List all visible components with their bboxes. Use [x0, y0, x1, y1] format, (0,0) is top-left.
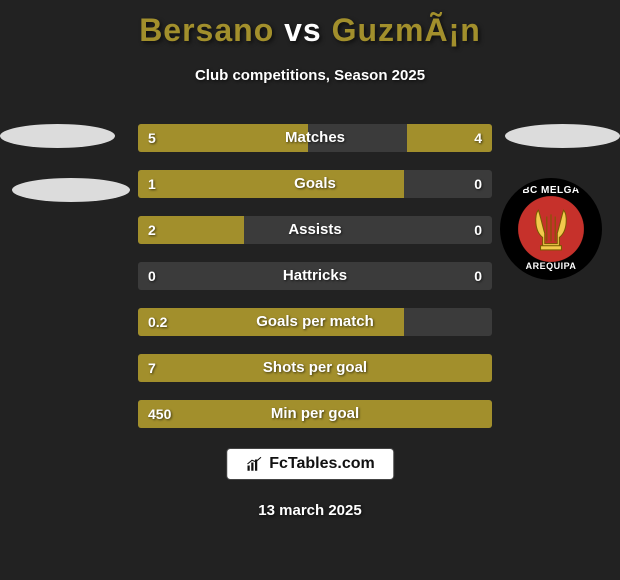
- source-text: FcTables.com: [269, 455, 375, 473]
- stat-row: 10Goals: [138, 170, 492, 198]
- player2-name: GuzmÃ¡n: [332, 12, 481, 48]
- stat-label: Matches: [138, 124, 492, 152]
- chart-icon: [245, 455, 263, 473]
- subtitle: Club competitions, Season 2025: [0, 67, 620, 84]
- stat-row: 0.2Goals per match: [138, 308, 492, 336]
- stat-label: Min per goal: [138, 400, 492, 428]
- badge-bottom-text: AREQUIPA: [503, 261, 599, 271]
- player1-name: Bersano: [139, 12, 274, 48]
- stat-label: Goals per match: [138, 308, 492, 336]
- club-badge: BC MELGA AREQUIPA: [500, 178, 602, 280]
- player2-photo-placeholder: [505, 124, 620, 148]
- player1-photo-placeholder: [0, 124, 115, 148]
- stat-row: 450Min per goal: [138, 400, 492, 428]
- stat-row: 7Shots per goal: [138, 354, 492, 382]
- stat-row: 20Assists: [138, 216, 492, 244]
- stat-label: Assists: [138, 216, 492, 244]
- date-text: 13 march 2025: [0, 502, 620, 519]
- page-title: Bersano vs GuzmÃ¡n: [0, 0, 620, 49]
- source-badge: FcTables.com: [226, 448, 394, 480]
- vs-label: vs: [284, 12, 322, 48]
- player1-club-placeholder: [12, 178, 130, 202]
- stat-label: Hattricks: [138, 262, 492, 290]
- stat-row: 00Hattricks: [138, 262, 492, 290]
- comparison-card: Bersano vs GuzmÃ¡n Club competitions, Se…: [0, 0, 620, 580]
- stat-label: Shots per goal: [138, 354, 492, 382]
- stat-row: 54Matches: [138, 124, 492, 152]
- stat-label: Goals: [138, 170, 492, 198]
- badge-top-text: BC MELGA: [503, 185, 599, 196]
- stats-table: 54Matches 10Goals 20Assists 00Hattricks 0.2G…: [138, 124, 492, 446]
- lyre-icon: [530, 206, 572, 252]
